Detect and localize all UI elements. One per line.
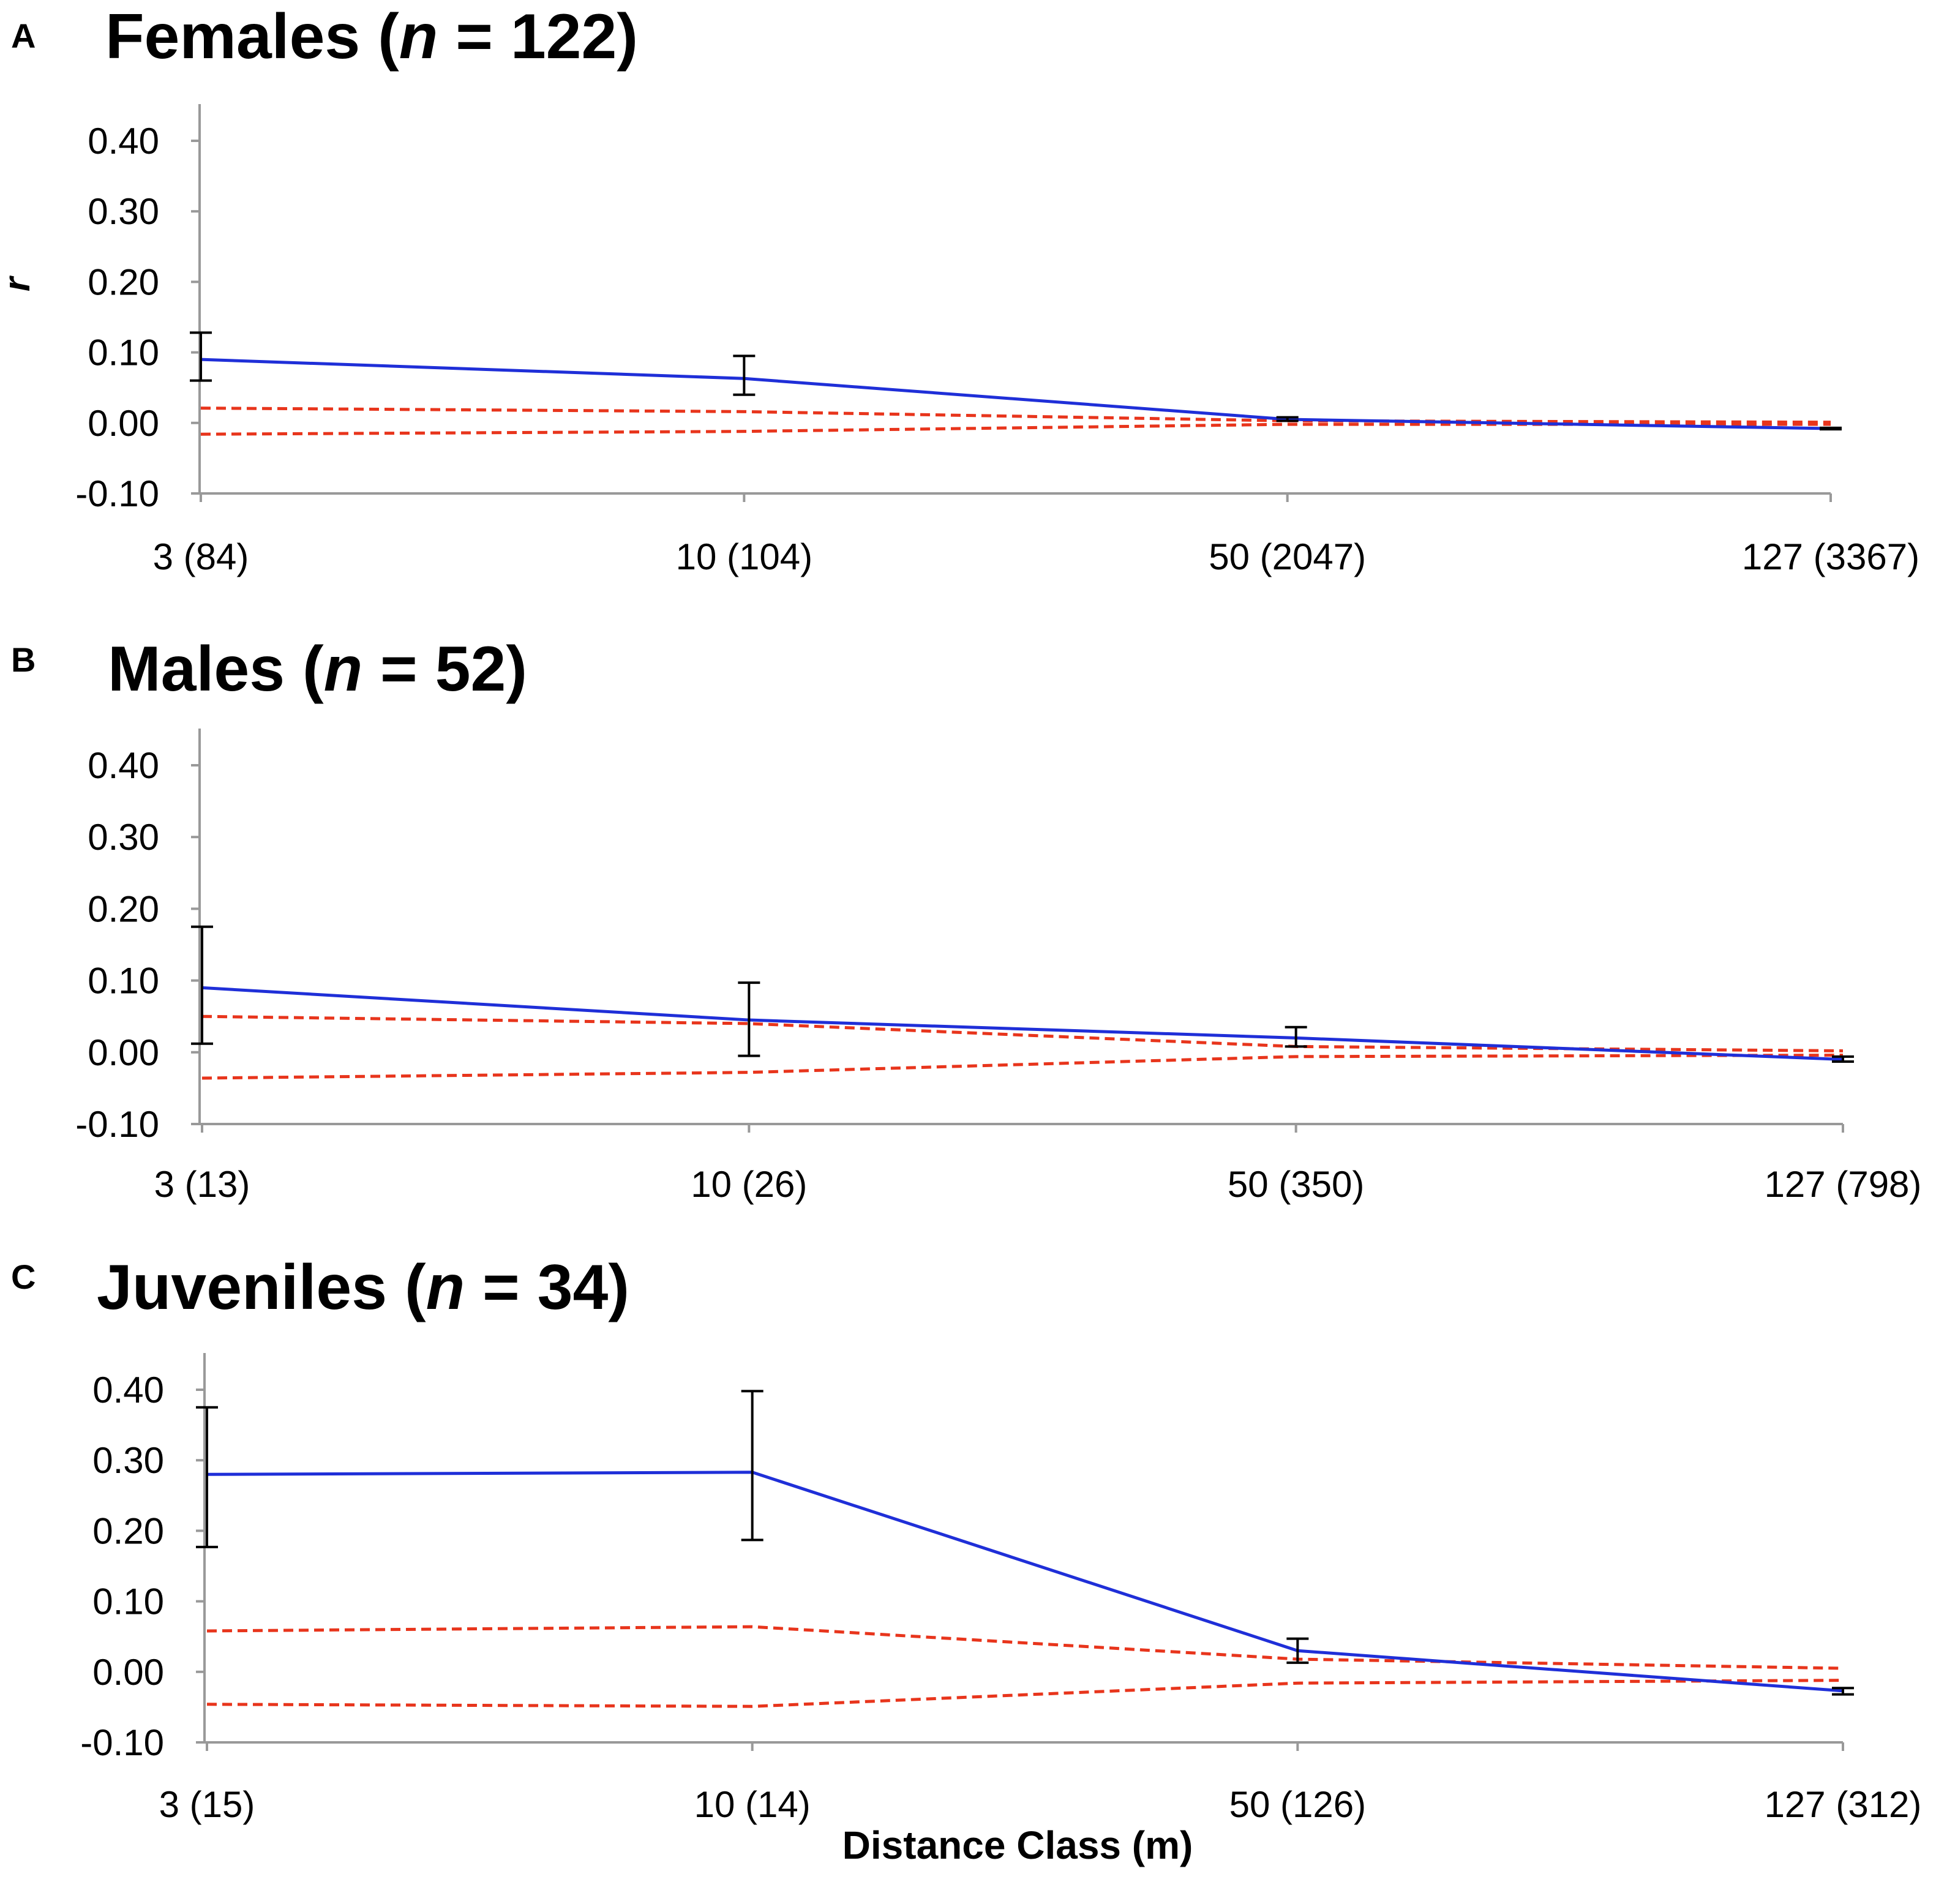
x-tick-label: 50 (350) [1228,1164,1364,1205]
y-tick-label: 0.20 [88,261,159,302]
x-tick-label: 10 (26) [691,1164,807,1205]
error-bar [1832,1687,1854,1696]
error-bar [190,331,212,382]
x-tick-label: 3 (15) [159,1784,255,1825]
x-tick-label: 10 (14) [694,1784,811,1825]
error-bar [1820,426,1842,431]
y-tick-label: 0.10 [88,961,159,1002]
error-bar [733,354,756,396]
y-tick-label: 0.40 [88,121,159,162]
y-tick-label: 0.00 [92,1652,164,1693]
panel-title-suffix: = 52) [362,634,527,705]
x-tick-label: 10 (104) [676,536,812,577]
error-bar [191,925,213,1045]
panel-title-suffix: = 122) [438,1,638,72]
x-axis-label: Distance Class (m) [842,1823,1193,1867]
x-tick-label: 50 (126) [1229,1784,1366,1825]
panel-title: Juveniles (n = 34) [97,1252,629,1323]
y-tick-label: 0.00 [88,403,159,444]
y-tick-label: 0.40 [92,1370,164,1411]
panel-a: A Females (n = 122) -0.10 0.00 0.10 0.20 0.30 0… [0,1,1919,577]
error-bar [196,1406,218,1548]
panel-title: Males (n = 52) [108,634,527,705]
error-bar [1832,1055,1854,1063]
error-bar [1276,416,1299,422]
y-tick-label: 0.20 [92,1510,164,1551]
panel-letter: B [11,640,36,679]
y-tick-label: -0.10 [75,1104,159,1145]
confidence-line-L [200,422,1831,436]
panel-title-n: n [399,1,438,72]
confidence-line-L [201,1053,1844,1080]
panel-title-n: n [324,634,363,705]
error-bar [738,981,760,1057]
error-bar [1286,1637,1309,1664]
panel-title-prefix: Females ( [105,1,399,72]
panel-title-prefix: Males ( [108,634,324,705]
x-tick-label: 127 (798) [1765,1164,1922,1205]
observed-r-line [201,986,1844,1062]
x-tick-label: 3 (84) [153,536,249,577]
y-tick-label: 0.30 [92,1440,164,1481]
y-tick-label: 0.10 [88,332,159,373]
panel-c: C Juveniles (n = 34) -0.10 0.00 0.10 0.20 0.30… [11,1252,1921,1825]
panel-letter: A [11,17,36,55]
panel-title-suffix: = 34) [465,1252,629,1323]
y-tick-label: 0.10 [92,1581,164,1622]
y-tick-label: 0.20 [88,888,159,929]
y-tick-label: -0.10 [80,1722,164,1763]
observed-r-line [206,1471,1844,1693]
panel-title-n: n [426,1252,465,1323]
y-tick-label: 0.30 [88,817,159,858]
y-axis-label: r [0,275,37,291]
confidence-line-U [206,1625,1844,1670]
y-tick-label: 0.30 [88,191,159,232]
y-tick-label: -0.10 [75,473,159,514]
x-tick-label: 3 (13) [154,1164,250,1205]
x-tick-label: 50 (2047) [1209,536,1366,577]
error-bar [1285,1025,1307,1048]
y-tick-label: 0.00 [88,1032,159,1073]
confidence-line-U [200,407,1831,424]
error-bar [741,1390,764,1542]
panel-letter: C [11,1257,36,1296]
confidence-line-L [206,1679,1844,1708]
panel-title: Females (n = 122) [105,1,638,72]
x-tick-label: 127 (3367) [1742,536,1919,577]
confidence-line-U [201,1014,1844,1052]
y-tick-label: 0.40 [88,745,159,786]
panel-title-prefix: Juveniles ( [97,1252,426,1323]
x-tick-label: 127 (312) [1765,1784,1922,1825]
panel-b: B Males (n = 52) -0.10 0.00 0.10 0.20 0.30 0.40… [11,634,1921,1205]
observed-r-line [200,358,1831,430]
